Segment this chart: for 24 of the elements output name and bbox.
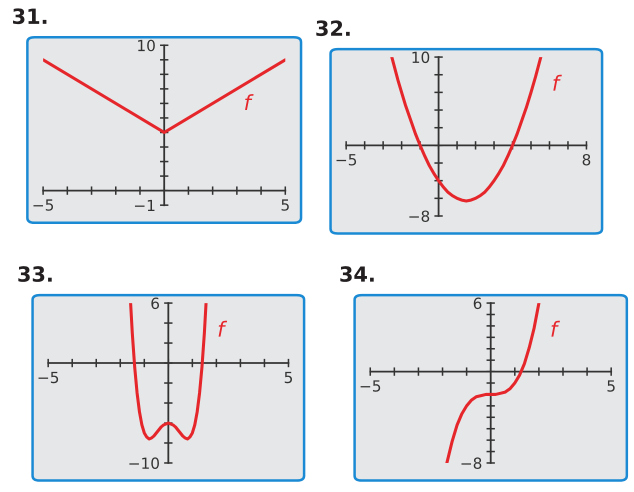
series-label: f bbox=[218, 320, 228, 337]
y-tick-label: −10 bbox=[129, 457, 159, 469]
x-tick-label: −5 bbox=[336, 154, 356, 166]
x-tick-label: −5 bbox=[38, 372, 58, 384]
x-tick-label: −5 bbox=[33, 199, 54, 211]
y-tick-label: −8 bbox=[409, 210, 430, 222]
chart-title: 32. bbox=[316, 20, 350, 36]
series-label: f bbox=[245, 94, 254, 110]
y-tick-label: −1 bbox=[134, 200, 154, 211]
y-tick-label: −8 bbox=[461, 457, 482, 469]
y-tick-label: 10 bbox=[412, 52, 430, 64]
y-tick-label: 10 bbox=[138, 40, 155, 52]
x-tick-label: 5 bbox=[607, 380, 615, 392]
x-tick-label: 5 bbox=[282, 199, 289, 211]
x-tick-label: 5 bbox=[284, 372, 292, 384]
y-tick-label: 6 bbox=[474, 298, 482, 310]
chart-title: 33. bbox=[18, 266, 52, 282]
y-tick-label: 6 bbox=[151, 298, 160, 310]
x-tick-label: −5 bbox=[360, 380, 380, 392]
x-tick-label: 8 bbox=[582, 154, 590, 166]
chart-title: 31. bbox=[13, 8, 46, 24]
series-label: f bbox=[553, 74, 562, 91]
series-label: f bbox=[551, 320, 560, 337]
chart-title: 34. bbox=[340, 266, 374, 282]
